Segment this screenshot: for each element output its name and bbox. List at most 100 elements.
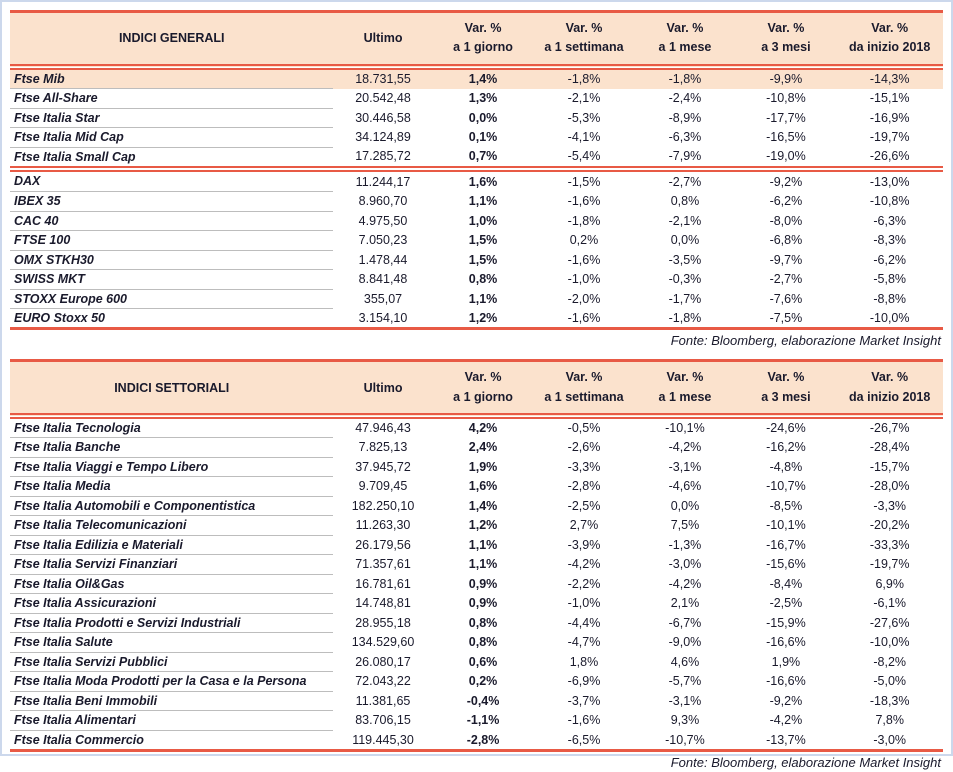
- value-m1: -1,7%: [668, 291, 702, 306]
- index-row: IBEX 35 8.960,70 1,1% -1,6% 0,8% -6,2% -10,8%: [10, 191, 943, 212]
- value-d1: 1,4%: [468, 498, 498, 513]
- index-row: Ftse Italia Media 9.709,45 1,6% -2,8% -4,6% -…: [10, 476, 943, 497]
- period-label: da inizio 2018: [849, 40, 931, 55]
- value-m1: -0,3%: [668, 272, 702, 287]
- index-name: Ftse Italia Viaggi e Tempo Libero: [10, 457, 334, 478]
- index-name: Ftse Italia Oil&Gas: [10, 574, 334, 595]
- index-row: Ftse Mib 18.731,55 1,4% -1,8% -1,8% -9,9% -14,…: [10, 66, 943, 90]
- index-name: Ftse Italia Alimentari: [10, 710, 334, 731]
- value-m3: 1,9%: [771, 654, 801, 669]
- value-m1: -3,1%: [668, 693, 702, 708]
- value-ytd: -13,0%: [869, 174, 910, 189]
- value-ytd: -16,9%: [869, 110, 910, 125]
- value-ultimo: 17.285,72: [355, 149, 411, 164]
- value-m1: -1,8%: [634, 66, 736, 89]
- index-row: Ftse Italia Tecnologia 47.946,43 4,2% -0,5%…: [10, 416, 943, 439]
- index-row: OMX STKH30 1.478,44 1,5% -1,6% -3,5% -9,7% -6,…: [10, 250, 943, 270]
- value-w1: -2,8%: [567, 479, 601, 494]
- index-row: EURO Stoxx 50 3.154,10 1,2% -1,6% -1,8% -7,5%…: [10, 308, 943, 330]
- value-d1: 1,6%: [468, 174, 498, 189]
- index-name: Ftse Italia Telecomunicazioni: [10, 515, 334, 536]
- value-w1: -1,0%: [567, 272, 601, 287]
- value-d1: 0,8%: [468, 272, 498, 287]
- value-w1: -2,1%: [567, 91, 601, 106]
- value-w1: -4,7%: [567, 635, 601, 650]
- value-ultimo: 4.975,50: [358, 213, 408, 228]
- indici-generali-header-row: INDICI GENERALI Ultimo Var. % a 1 giorno…: [10, 11, 943, 70]
- var-label: Var. %: [871, 21, 909, 35]
- col-header-ultimo: Ultimo: [333, 360, 433, 420]
- value-d1: 1,1%: [468, 194, 498, 209]
- value-ytd: -19,7%: [869, 557, 910, 572]
- value-w1: -1,8%: [533, 66, 635, 89]
- value-ultimo: 3.154,10: [358, 310, 408, 325]
- value-d1: 1,2%: [468, 310, 498, 325]
- value-ytd: -8,8%: [873, 291, 907, 306]
- value-w1: 0,2%: [569, 233, 599, 248]
- index-row: Ftse All-Share 20.542,48 1,3% -2,1% -2,4% -10…: [10, 88, 943, 109]
- table-title: INDICI SETTORIALI: [10, 360, 334, 420]
- value-m1: -5,7%: [668, 674, 702, 689]
- value-w1: -2,0%: [567, 291, 601, 306]
- value-d1: -0,4%: [466, 693, 500, 708]
- value-ultimo: 9.709,45: [358, 479, 408, 494]
- index-name: CAC 40: [10, 211, 334, 231]
- value-ultimo: 7.050,23: [358, 233, 408, 248]
- value-d1: 0,2%: [468, 674, 498, 689]
- index-name: STOXX Europe 600: [10, 289, 334, 309]
- value-m3: -4,8%: [769, 459, 803, 474]
- value-m3: -10,7%: [766, 479, 806, 494]
- value-m1: -10,1%: [665, 421, 705, 436]
- value-m1: -6,3%: [668, 130, 702, 145]
- value-ultimo: 119.445,30: [352, 732, 414, 747]
- period-label: da inizio 2018: [849, 389, 931, 404]
- index-name: FTSE 100: [10, 230, 334, 251]
- value-ytd: -27,6%: [869, 615, 910, 630]
- value-ytd: -3,3%: [873, 498, 907, 513]
- index-name: Ftse Italia Commercio: [10, 730, 334, 752]
- value-ultimo: 11.381,65: [355, 693, 411, 708]
- value-d1: 1,0%: [468, 213, 498, 228]
- value-ultimo: 355,07: [363, 291, 403, 306]
- value-ytd: -33,3%: [869, 537, 910, 552]
- index-row: Ftse Italia Oil&Gas 16.781,61 0,9% -2,2% -4,…: [10, 574, 943, 595]
- value-ytd: -26,6%: [869, 149, 910, 164]
- value-m1: -2,1%: [668, 213, 702, 228]
- value-ultimo: 8.841,48: [358, 272, 408, 287]
- value-ultimo: 26.179,56: [355, 537, 411, 552]
- value-ultimo: 11.263,30: [355, 518, 411, 533]
- index-name: Ftse Italia Edilizia e Materiali: [10, 535, 334, 556]
- value-w1: -4,2%: [567, 557, 601, 572]
- value-w1: -5,3%: [567, 110, 601, 125]
- value-ultimo: 182.250,10: [351, 498, 415, 513]
- value-ytd: 6,9%: [875, 576, 904, 591]
- value-w1: -0,5%: [567, 421, 601, 436]
- index-name: Ftse Italia Tecnologia: [10, 416, 334, 439]
- value-m3: -9,9%: [735, 66, 837, 89]
- col-header-ultimo: Ultimo: [333, 11, 433, 70]
- value-ultimo: 72.043,22: [355, 674, 411, 689]
- value-m1: -6,7%: [668, 615, 702, 630]
- value-m1: -10,7%: [665, 732, 705, 747]
- value-ytd: -18,3%: [869, 693, 910, 708]
- value-w1: 1,8%: [569, 654, 599, 669]
- value-m1: -9,0%: [668, 635, 702, 650]
- value-ultimo: 83.706,15: [355, 713, 411, 728]
- col-header-var-ytd: Var. % da inizio 2018: [836, 360, 943, 420]
- value-ytd: -8,3%: [873, 233, 907, 248]
- value-ytd: -14,3%: [836, 66, 943, 89]
- value-m1: 0,0%: [670, 498, 700, 513]
- index-name: Ftse Italia Beni Immobili: [10, 691, 334, 712]
- col-header-var-1w: Var. % a 1 settimana: [533, 11, 635, 70]
- index-row: Ftse Italia Servizi Finanziari 71.357,61 1…: [10, 554, 943, 575]
- col-header-var-ytd: Var. % da inizio 2018: [836, 11, 943, 70]
- var-label: Var. %: [767, 370, 805, 385]
- value-m3: -6,2%: [769, 194, 803, 209]
- period-label: a 1 mese: [658, 40, 712, 55]
- value-ultimo: 18.731,55: [333, 66, 433, 89]
- index-row: Ftse Italia Banche 7.825,13 2,4% -2,6% -4,2%…: [10, 437, 943, 458]
- var-label: Var. %: [767, 21, 805, 35]
- index-name: Ftse Italia Mid Cap: [10, 127, 334, 148]
- value-w1: -1,5%: [567, 174, 601, 189]
- table-title: INDICI GENERALI: [10, 11, 334, 70]
